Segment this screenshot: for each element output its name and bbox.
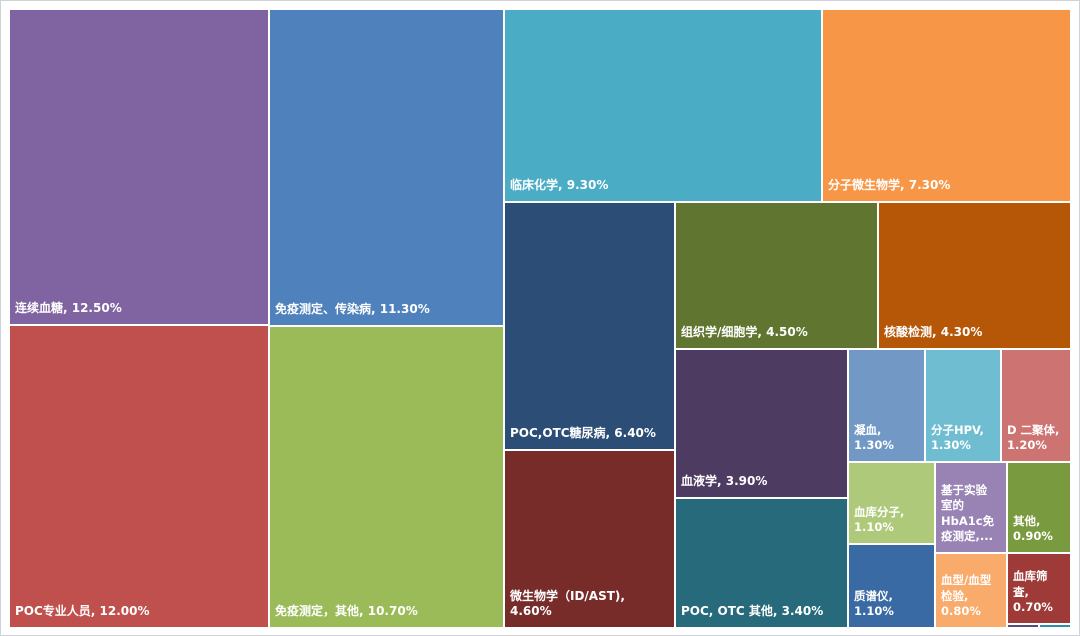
treemap-cell[interactable]: 免疫测定、传染病, 11.30% [269,9,504,326]
treemap-cell-label: 分子微生物学, 7.30% [828,178,951,193]
treemap-cell[interactable]: 微生物学（ID/AST), 4.60% [504,450,675,628]
treemap-cell-label: POC, OTC 其他, 3.40% [681,604,824,619]
treemap-cell-label: 质谱仪, 1.10% [854,588,894,619]
treemap-cell[interactable]: 血型/血型 检验, 0.80% [935,553,1007,628]
treemap-cell[interactable]: 质谱仪, 1.10% [848,544,935,628]
treemap-cell[interactable]: 组织学/细胞学, 4.50% [675,202,878,349]
treemap-cell[interactable]: 分子HPV, 1.30% [925,349,1001,462]
treemap-cell-label: 免疫测定、传染病, 11.30% [275,302,430,317]
treemap-cell-label: 血库分子, 1.10% [854,504,905,535]
treemap-cell-label: 临床化学, 9.30% [510,178,609,193]
treemap-cell-label: 血液学, 3.90% [681,474,768,489]
treemap-cell[interactable]: 临床化学, 9.30% [504,9,822,202]
treemap-cell[interactable]: 核酸检测, 4.30% [878,202,1071,349]
treemap-cell[interactable]: POC专业人员, 12.00% [9,325,269,628]
treemap-cell-label: 组织学/细胞学, 4.50% [681,325,808,340]
treemap-cell[interactable]: 基于实验 室的 HbA1c免 疫测定,... [935,462,1007,553]
treemap-cell-label: 免疫测定，其他, 10.70% [275,604,418,619]
treemap-cell[interactable]: 血液学, 3.90% [675,349,848,498]
treemap-cell-label: 连续血糖, 12.50% [15,301,122,316]
treemap-cell[interactable]: POC, OTC 其他, 3.40% [675,498,848,628]
treemap-cell-label: 核酸检测, 4.30% [884,325,983,340]
treemap-cell[interactable]: 分子微生物学, 7.30% [822,9,1071,202]
treemap-cell-label: 分子HPV, 1.30% [931,422,984,453]
treemap-cell-label: D 二聚体, 1.20% [1007,422,1060,453]
treemap-cell-label: 微生物学（ID/AST), 4.60% [510,588,625,619]
treemap-cell[interactable] [1039,624,1071,628]
treemap-cell-label: 凝血, 1.30% [854,422,894,453]
treemap-cell-label: 血库筛 查, 0.70% [1013,569,1053,615]
treemap-cell[interactable]: D 二聚体, 1.20% [1001,349,1071,462]
treemap-cell-label: 其他, 0.90% [1013,513,1053,544]
treemap-cell-label: 基于实验 室的 HbA1c免 疫测定,... [941,482,995,544]
treemap-cell[interactable]: 血库分子, 1.10% [848,462,935,544]
treemap-cell[interactable]: 凝血, 1.30% [848,349,925,462]
treemap-cell[interactable]: POC,OTC糖尿病, 6.40% [504,202,675,450]
treemap-cell[interactable]: 其他, 0.90% [1007,462,1071,553]
treemap-cell[interactable]: 血库筛 查, 0.70% [1007,553,1071,624]
treemap-cell[interactable]: 免疫测定，其他, 10.70% [269,326,504,628]
treemap-cell[interactable] [1007,624,1039,628]
treemap-chart: 连续血糖, 12.50% POC专业人员, 12.00% 免疫测定、传染病, 11.… [9,9,1071,628]
treemap-cell[interactable]: 连续血糖, 12.50% [9,9,269,325]
treemap-cell-label: POC,OTC糖尿病, 6.40% [510,426,656,441]
treemap-cell-label: 血型/血型 检验, 0.80% [941,573,992,619]
treemap-cell-label: POC专业人员, 12.00% [15,604,150,619]
